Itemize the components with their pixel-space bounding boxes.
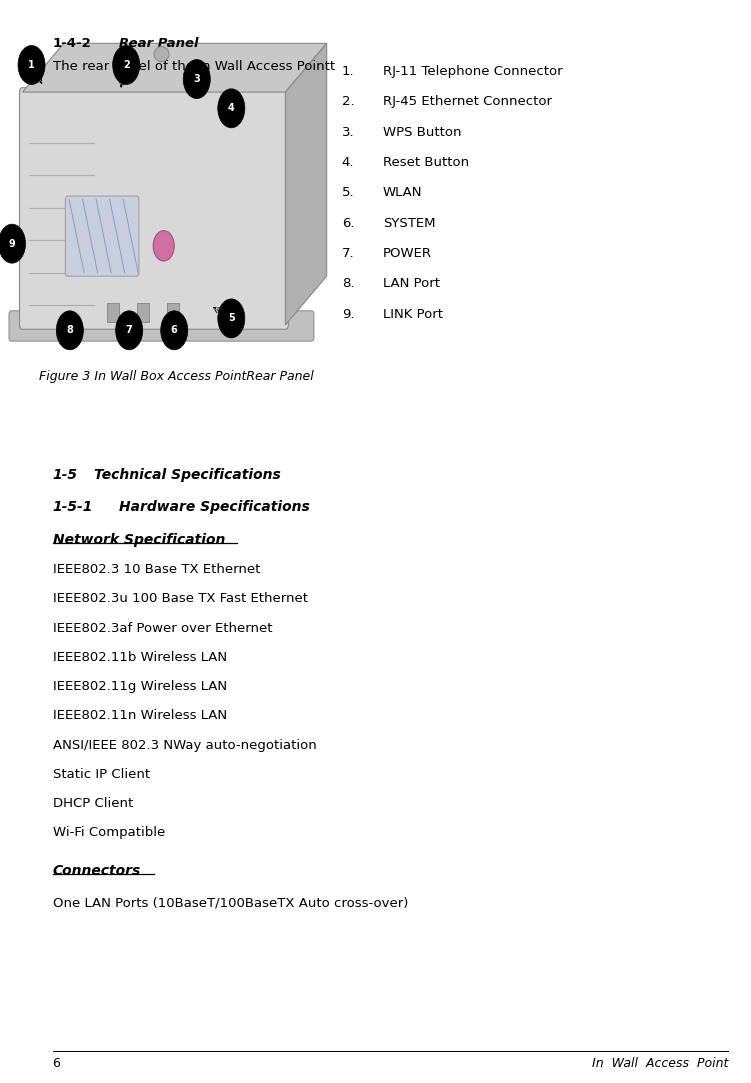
Text: DHCP Client: DHCP Client bbox=[53, 797, 133, 810]
Text: 4.: 4. bbox=[342, 156, 354, 169]
Text: WLAN: WLAN bbox=[383, 186, 423, 199]
Circle shape bbox=[113, 45, 140, 84]
Circle shape bbox=[18, 45, 45, 84]
Text: 1: 1 bbox=[29, 60, 35, 70]
Text: POWER: POWER bbox=[383, 247, 432, 260]
Text: 6: 6 bbox=[171, 325, 177, 336]
Text: 8.: 8. bbox=[342, 277, 354, 290]
Text: 6: 6 bbox=[53, 1057, 60, 1070]
Text: 3.: 3. bbox=[342, 126, 354, 139]
Text: SYSTEM: SYSTEM bbox=[383, 217, 436, 230]
Polygon shape bbox=[285, 43, 327, 325]
Text: 9: 9 bbox=[9, 238, 15, 249]
Text: Rear Panel: Rear Panel bbox=[119, 37, 198, 50]
Bar bbox=[107, 303, 119, 322]
Text: 1-4-2: 1-4-2 bbox=[53, 37, 92, 50]
Text: WPS Button: WPS Button bbox=[383, 126, 462, 139]
Circle shape bbox=[56, 311, 83, 350]
Text: 1-5-1: 1-5-1 bbox=[53, 500, 93, 514]
Text: LINK Port: LINK Port bbox=[383, 308, 443, 321]
Text: 8: 8 bbox=[66, 325, 74, 336]
Text: 1.: 1. bbox=[342, 65, 354, 78]
Text: 5.: 5. bbox=[342, 186, 354, 199]
FancyBboxPatch shape bbox=[9, 311, 314, 341]
Text: 6.: 6. bbox=[342, 217, 354, 230]
Text: 2: 2 bbox=[123, 60, 129, 70]
Bar bbox=[167, 303, 179, 322]
Text: IEEE802.3af Power over Ethernet: IEEE802.3af Power over Ethernet bbox=[53, 622, 272, 635]
Text: Hardware Specifications: Hardware Specifications bbox=[119, 500, 309, 514]
Circle shape bbox=[116, 311, 143, 350]
Circle shape bbox=[218, 89, 245, 128]
Text: Connectors: Connectors bbox=[53, 864, 141, 878]
Text: RJ-45 Ethernet Connector: RJ-45 Ethernet Connector bbox=[383, 95, 552, 108]
Text: Wi-Fi Compatible: Wi-Fi Compatible bbox=[53, 826, 164, 839]
Text: IEEE802.11g Wireless LAN: IEEE802.11g Wireless LAN bbox=[53, 680, 227, 693]
Text: IEEE802.3 10 Base TX Ethernet: IEEE802.3 10 Base TX Ethernet bbox=[53, 563, 260, 576]
Text: 4: 4 bbox=[228, 103, 234, 114]
Polygon shape bbox=[23, 43, 327, 92]
Text: IEEE802.11b Wireless LAN: IEEE802.11b Wireless LAN bbox=[53, 651, 227, 664]
Circle shape bbox=[218, 299, 245, 338]
Text: Network Specification: Network Specification bbox=[53, 533, 225, 547]
Text: In  Wall  Access  Point: In Wall Access Point bbox=[592, 1057, 728, 1070]
Text: Technical Specifications: Technical Specifications bbox=[94, 468, 281, 482]
Text: IEEE802.11n Wireless LAN: IEEE802.11n Wireless LAN bbox=[53, 709, 227, 722]
Text: The rear panel of the In Wall Access Pointt: The rear panel of the In Wall Access Poi… bbox=[53, 60, 335, 73]
Text: 7: 7 bbox=[126, 325, 132, 336]
Text: Reset Button: Reset Button bbox=[383, 156, 469, 169]
Text: 2.: 2. bbox=[342, 95, 354, 108]
Text: 7.: 7. bbox=[342, 247, 354, 260]
Circle shape bbox=[161, 311, 188, 350]
Text: 1-5: 1-5 bbox=[53, 468, 77, 482]
FancyBboxPatch shape bbox=[65, 196, 139, 276]
Text: RJ-11 Telephone Connector: RJ-11 Telephone Connector bbox=[383, 65, 562, 78]
Bar bbox=[137, 303, 149, 322]
Text: LAN Port: LAN Port bbox=[383, 277, 440, 290]
Text: Figure 3 In Wall Box Access PointRear Panel: Figure 3 In Wall Box Access PointRear Pa… bbox=[39, 370, 314, 383]
FancyBboxPatch shape bbox=[20, 88, 288, 329]
Text: 5: 5 bbox=[228, 313, 234, 324]
Text: Static IP Client: Static IP Client bbox=[53, 768, 149, 781]
Text: One LAN Ports (10BaseT/100BaseTX Auto cross-over): One LAN Ports (10BaseT/100BaseTX Auto cr… bbox=[53, 897, 408, 910]
Ellipse shape bbox=[154, 47, 169, 62]
Text: 9.: 9. bbox=[342, 308, 354, 321]
Text: IEEE802.3u 100 Base TX Fast Ethernet: IEEE802.3u 100 Base TX Fast Ethernet bbox=[53, 592, 308, 605]
Circle shape bbox=[0, 224, 26, 263]
Circle shape bbox=[153, 231, 174, 261]
Text: ANSI/IEEE 802.3 NWay auto-negotiation: ANSI/IEEE 802.3 NWay auto-negotiation bbox=[53, 739, 316, 752]
Circle shape bbox=[183, 60, 210, 99]
Text: 3: 3 bbox=[194, 74, 200, 84]
